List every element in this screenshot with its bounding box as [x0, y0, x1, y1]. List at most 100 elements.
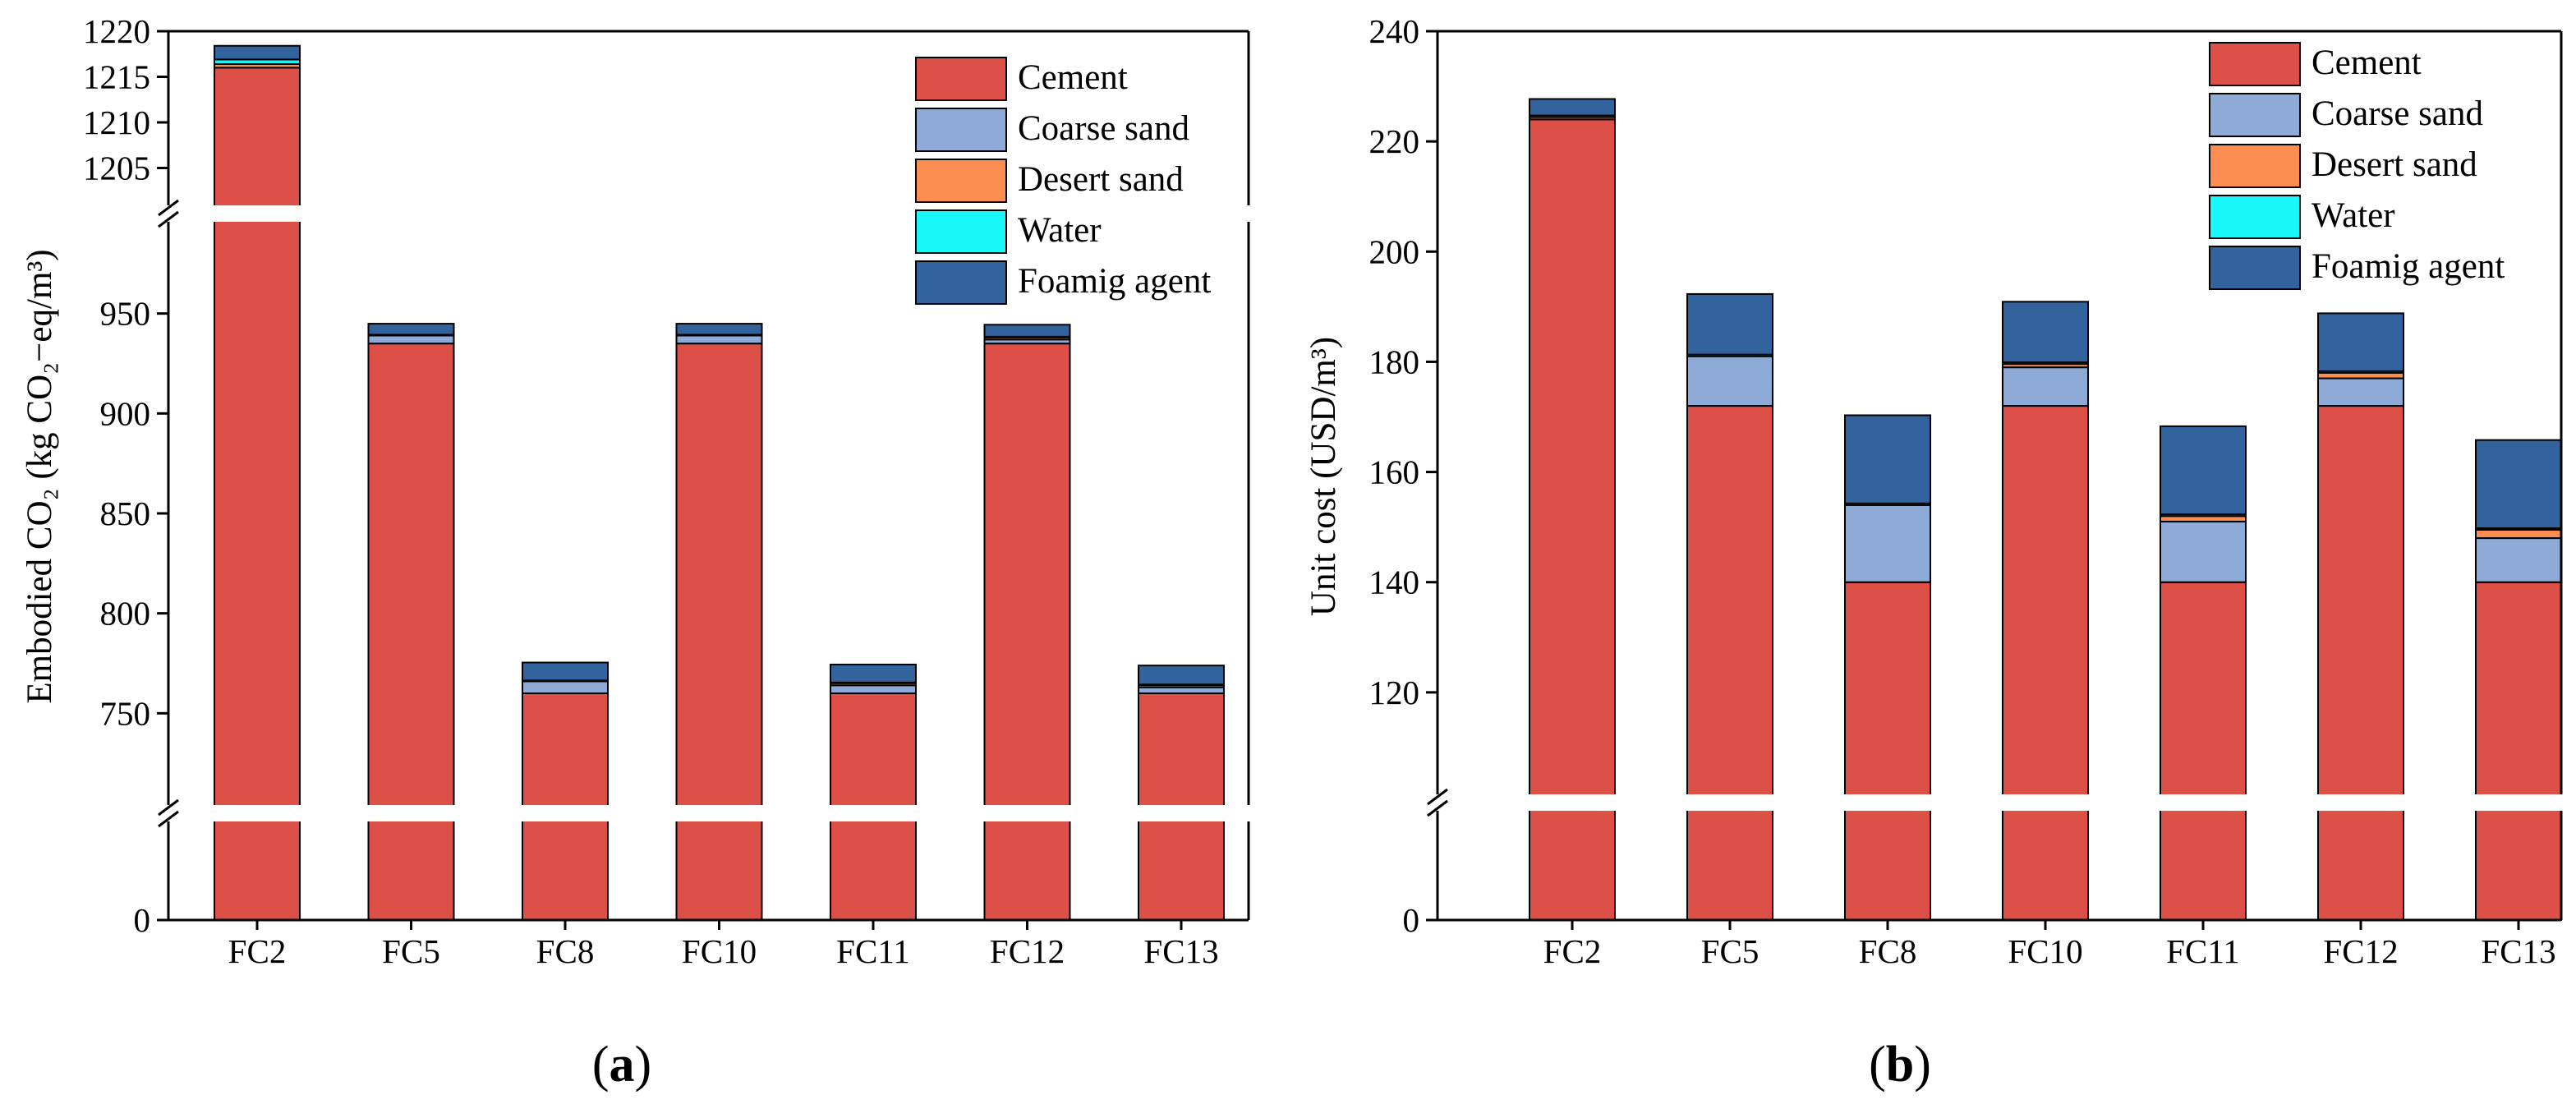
axis-break-mark — [1427, 788, 1448, 806]
bar-fc8-foamig-agent — [522, 661, 609, 682]
legend-label-desert-sand: Desert sand — [2312, 145, 2477, 184]
y-tick-label: 220 — [1369, 122, 1420, 160]
bar-fc5-foamig-agent — [367, 323, 455, 336]
bar-fc5-coarse-sand — [367, 334, 455, 345]
y-tick-label: 240 — [1369, 12, 1420, 50]
legend-label-foamig-agent: Foamig agent — [1018, 262, 1211, 301]
bar-fc12-coarse-sand — [2317, 377, 2404, 407]
x-tick-label-fc13: FC13 — [2481, 932, 2555, 970]
x-tick-label-fc12: FC12 — [990, 932, 1065, 970]
bar-fc2-cement — [1529, 118, 1616, 922]
legend-swatch-coarse-sand — [915, 108, 1007, 152]
legend-label-coarse-sand: Coarse sand — [2312, 94, 2483, 133]
y-tick-label: 180 — [1369, 343, 1420, 380]
x-tick-label-fc2: FC2 — [228, 932, 287, 970]
axis-break-gap — [165, 805, 1252, 821]
x-tick-label-fc12: FC12 — [2323, 932, 2398, 970]
bar-fc13-desert-sand — [2475, 528, 2562, 540]
bar-fc12-foamig-agent — [983, 324, 1071, 338]
legend-swatch-cement — [2209, 42, 2301, 86]
x-tick-label-fc8: FC8 — [536, 932, 595, 970]
y-tick-label: 850 — [100, 495, 151, 532]
legend-swatch-water — [915, 209, 1007, 254]
legend-swatch-cement — [915, 57, 1007, 101]
chart-panel-a: 0 750 800 850 900 950 1205 1210 1215 1220 FC2 FC5 FC… — [21, 12, 1252, 1093]
axis-break-gap — [1434, 794, 2564, 811]
y-tick-label: 750 — [100, 694, 151, 732]
axis-break-mark — [158, 798, 179, 817]
bar-fc10-coarse-sand — [2002, 366, 2089, 407]
x-tick-label-fc5: FC5 — [382, 932, 440, 970]
x-tick-label-fc11: FC11 — [2166, 932, 2240, 970]
axis-break-mark — [1427, 799, 1448, 817]
legend-swatch-desert-sand — [915, 159, 1007, 203]
bar-fc11-desert-sand — [2160, 515, 2247, 522]
bar-fc12-cement — [983, 343, 1071, 921]
y-tick-label: 950 — [100, 295, 151, 333]
bar-fc8-foamig-agent — [1844, 414, 1931, 504]
x-tick-label-fc11: FC11 — [836, 932, 910, 970]
axis-break-mark — [158, 199, 179, 217]
panel-label: (a) — [592, 1037, 651, 1093]
bar-fc8-coarse-sand — [522, 680, 609, 695]
legend-swatch-foamig-agent — [2209, 246, 2301, 290]
bar-fc2-foamig-agent — [1529, 98, 1616, 117]
bar-fc8-coarse-sand — [1844, 504, 1931, 583]
bar-fc12-cement — [2317, 405, 2404, 922]
bar-fc2-cement — [214, 67, 301, 921]
axis-break-mark — [158, 210, 179, 228]
bar-fc10-foamig-agent — [2002, 301, 2089, 364]
y-tick-label: 200 — [1369, 232, 1420, 270]
legend-label-cement: Cement — [2312, 44, 2422, 82]
bar-fc13-coarse-sand — [2475, 537, 2562, 583]
bar-fc13-foamig-agent — [2475, 439, 2562, 529]
legend-label-water: Water — [1018, 211, 1102, 250]
x-tick-label-fc10: FC10 — [2008, 932, 2082, 970]
bar-fc12-desert-sand — [2317, 371, 2404, 380]
x-tick-label-fc10: FC10 — [682, 932, 757, 970]
legend-swatch-foamig-agent — [915, 260, 1007, 305]
legend-label-foamig-agent: Foamig agent — [2312, 247, 2505, 286]
bar-fc13-foamig-agent — [1138, 665, 1225, 686]
panel-label: (b) — [1869, 1037, 1931, 1093]
y-tick-label: 1205 — [83, 150, 150, 187]
y-tick-label: 120 — [1369, 674, 1420, 711]
legend-swatch-desert-sand — [2209, 144, 2301, 188]
bar-fc5-foamig-agent — [1686, 292, 1773, 356]
bar-fc11-foamig-agent — [2160, 425, 2247, 516]
bar-fc10-foamig-agent — [675, 323, 763, 336]
bar-fc11-coarse-sand — [2160, 520, 2247, 583]
y-tick-label: 1220 — [83, 12, 150, 50]
x-tick-label-fc8: FC8 — [1859, 932, 1917, 970]
y-tick-label: 0 — [134, 901, 151, 939]
y-tick-label: 1210 — [83, 104, 150, 141]
bar-fc10-cement — [2002, 405, 2089, 922]
bar-fc12-foamig-agent — [2317, 312, 2404, 372]
chart-panel-b: 0 120 140 160 180 200 220 240 FC2 FC5 FC8 FC10 FC11 F… — [1304, 12, 2564, 1093]
legend-label-water: Water — [2312, 196, 2395, 235]
x-tick-label-fc5: FC5 — [1701, 932, 1760, 970]
bar-fc13-cement — [2475, 581, 2562, 921]
bar-fc2-foamig-agent — [214, 44, 301, 61]
bar-fc10-coarse-sand — [675, 334, 763, 345]
y-tick-label: 160 — [1369, 453, 1420, 491]
bar-fc5-cement — [367, 343, 455, 921]
y-tick-label: 800 — [100, 595, 151, 633]
legend-swatch-coarse-sand — [2209, 93, 2301, 137]
y-tick-label: 0 — [1403, 901, 1420, 939]
y-axis-title: Unit cost (USD/m³) — [1304, 337, 1343, 616]
bar-fc11-coarse-sand — [830, 684, 917, 694]
y-tick-label: 1215 — [83, 58, 150, 96]
bar-fc5-cement — [1686, 405, 1773, 922]
legend-label-desert-sand: Desert sand — [1018, 160, 1184, 199]
bar-fc13-coarse-sand — [1138, 686, 1225, 695]
axis-break-mark — [158, 810, 179, 828]
bar-fc10-cement — [675, 343, 763, 921]
x-tick-label-fc2: FC2 — [1543, 932, 1602, 970]
legend: Cement Coarse sand Desert sand Water Foamig … — [915, 57, 1211, 305]
y-tick-label: 140 — [1369, 564, 1420, 601]
y-tick-label: 900 — [100, 394, 151, 432]
bar-fc5-coarse-sand — [1686, 355, 1773, 407]
bar-fc11-cement — [2160, 581, 2247, 921]
